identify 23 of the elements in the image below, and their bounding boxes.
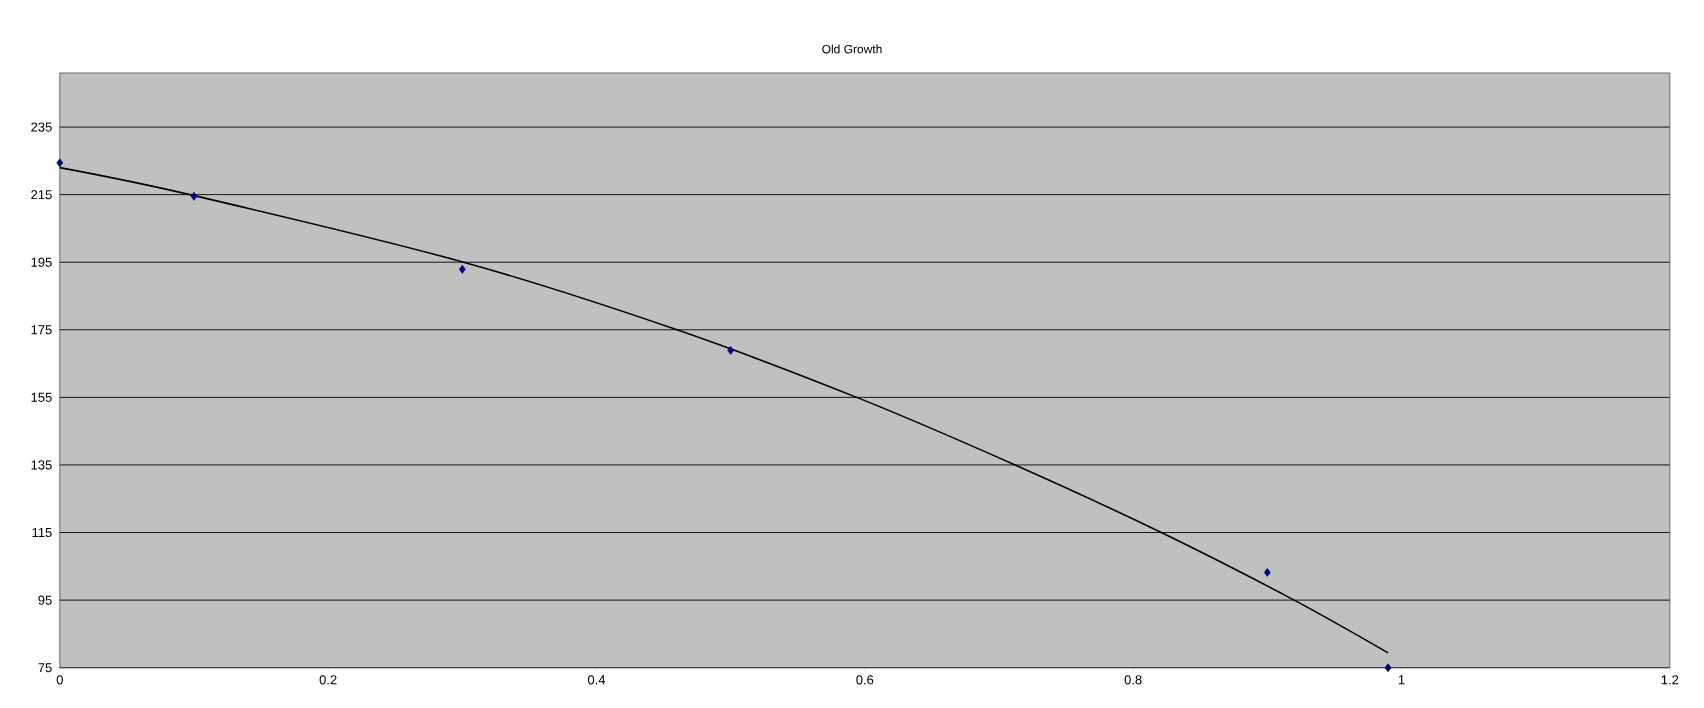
y-tick-label: 175 bbox=[31, 325, 52, 335]
x-tick-label: 0.4 bbox=[587, 675, 606, 685]
point bbox=[190, 191, 198, 201]
point bbox=[727, 346, 734, 355]
x-tick-label: 0 bbox=[56, 675, 63, 685]
y-tick-label: 115 bbox=[32, 528, 52, 538]
y-tick-label: 95 bbox=[38, 595, 52, 605]
point bbox=[1263, 568, 1271, 577]
y-tick-label: 235 bbox=[31, 122, 52, 132]
x-tick-label: 1 bbox=[1398, 675, 1405, 685]
x-tick-label: 1.2 bbox=[1661, 675, 1679, 685]
point bbox=[56, 158, 64, 168]
y-tick-label: 75 bbox=[38, 663, 52, 673]
y-tick-label: 195 bbox=[31, 257, 52, 267]
y-tick-label: 155 bbox=[31, 392, 52, 402]
y-tick-label: 135 bbox=[31, 460, 52, 470]
y-tick-label: 215 bbox=[31, 190, 52, 200]
point bbox=[458, 264, 466, 274]
x-tick-label: 0.6 bbox=[856, 675, 874, 685]
x-tick-label: 0.2 bbox=[319, 675, 337, 685]
chart-title: Old Growth bbox=[822, 44, 882, 54]
x-tick-label: 0.8 bbox=[1124, 675, 1142, 685]
point bbox=[1384, 663, 1392, 673]
